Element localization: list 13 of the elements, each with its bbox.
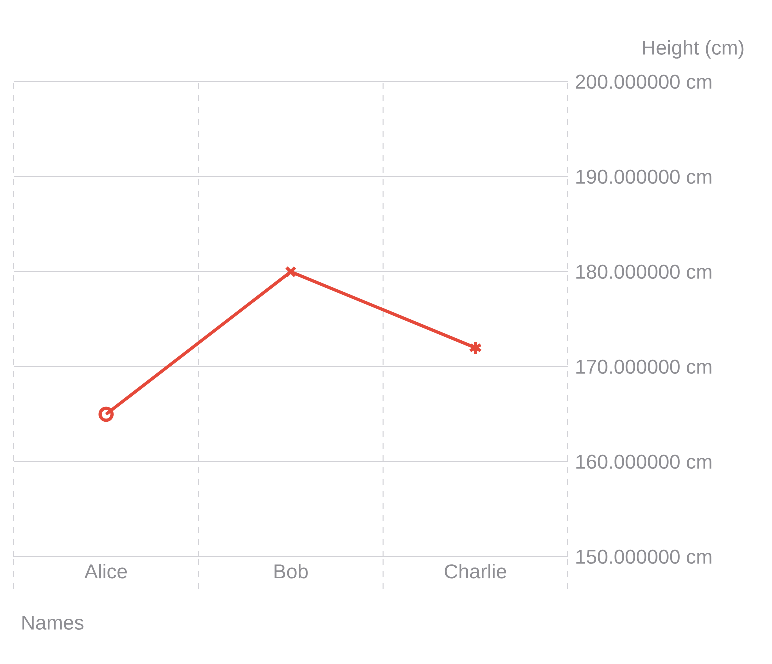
y-tick-label: 150.000000 cm [576, 550, 712, 564]
x-tick-label: Alice [84, 564, 128, 579]
point [468, 340, 482, 356]
x-axis-title: Names [22, 616, 84, 630]
point [98, 406, 114, 422]
y-tick-label: 190.000000 cm [576, 170, 712, 184]
y-tick-label: 180.000000 cm [576, 264, 712, 280]
x-tick-label: Charlie [444, 564, 506, 579]
y-tick-label: 200.000000 cm [576, 74, 712, 90]
x-tick-label: Bob [274, 564, 308, 579]
y-tick-label: 170.000000 cm [576, 360, 712, 374]
y-axis-title: Height (cm) [643, 40, 744, 59]
y-tick-label: 160.000000 cm [576, 454, 712, 470]
